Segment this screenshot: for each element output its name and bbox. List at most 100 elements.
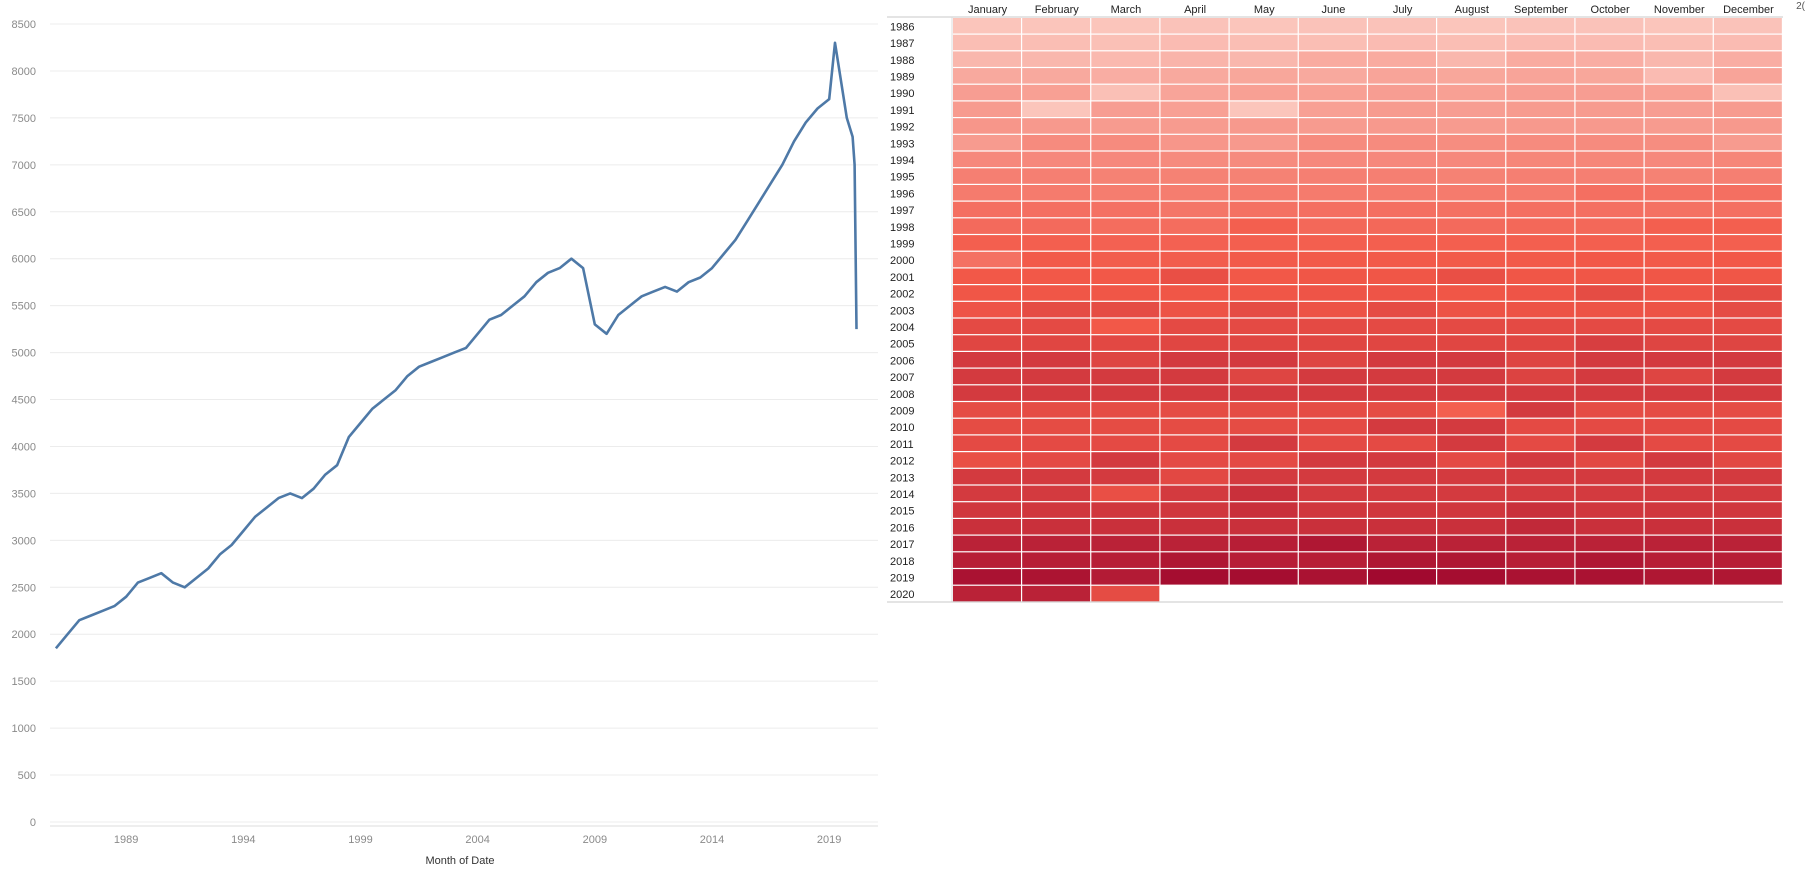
heatmap-cell (1160, 418, 1229, 435)
heatmap-cell (1022, 134, 1091, 151)
year-label: 1991 (890, 105, 914, 117)
heatmap-cell (1368, 485, 1436, 502)
heatmap-cell (1022, 418, 1091, 435)
heatmap-cell (953, 552, 1021, 568)
heatmap-cell (1368, 502, 1436, 518)
heatmap-cell (1160, 569, 1229, 585)
heatmap-cell (953, 569, 1021, 585)
heatmap-cell (1644, 251, 1713, 268)
heatmap-cell (1091, 201, 1160, 218)
year-label: 2010 (890, 422, 914, 434)
heatmap-cell (1713, 34, 1782, 51)
heatmap-cell (1160, 318, 1229, 335)
heatmap-cell (1298, 101, 1367, 117)
heatmap-cell (1160, 218, 1229, 234)
heatmap-cell (1091, 402, 1160, 418)
heatmap-cell (1506, 285, 1575, 301)
heatmap-cell (1298, 235, 1367, 251)
heatmap-cell (953, 352, 1021, 368)
heatmap-cell (1713, 535, 1782, 552)
heatmap-cell (1022, 468, 1091, 485)
heatmap-cell (1022, 168, 1091, 184)
heatmap-cell (1644, 134, 1713, 151)
heatmap-cell (1160, 118, 1229, 134)
heatmap-cell (1713, 51, 1782, 67)
heatmap-cell (1713, 118, 1782, 134)
heatmap-cell (1575, 84, 1644, 101)
heatmap-cell (1229, 268, 1298, 284)
heatmap-cell (1160, 535, 1229, 552)
heatmap-cell (1644, 18, 1713, 34)
heatmap-cell (1713, 218, 1782, 234)
heatmap-cell (1575, 185, 1644, 201)
heatmap-cell (1022, 201, 1091, 218)
heatmap-cell (1575, 535, 1644, 552)
heatmap-cell (1160, 235, 1229, 251)
heatmap-cell (1022, 502, 1091, 518)
heatmap-cell (953, 385, 1021, 401)
heatmap-cell (1506, 418, 1575, 435)
heatmap-cell (1091, 452, 1160, 468)
heatmap-cell (953, 101, 1021, 117)
heatmap-cell (1437, 51, 1506, 67)
y-tick-label: 5500 (12, 301, 36, 313)
heatmap-cell (1229, 18, 1298, 34)
heatmap-cell (1713, 519, 1782, 535)
heatmap-cell (1229, 318, 1298, 335)
heatmap-cell (953, 218, 1021, 234)
heatmap-cell (1022, 402, 1091, 418)
heatmap-cell (1229, 68, 1298, 84)
heatmap-cell (1437, 218, 1506, 234)
heatmap-cell (1644, 335, 1713, 351)
year-label: 2015 (890, 506, 914, 518)
heatmap-cell (1575, 201, 1644, 218)
heatmap-cell (1713, 418, 1782, 435)
corner-label: 2( (1796, 1, 1806, 12)
y-tick-label: 0 (30, 817, 36, 829)
heatmap-cell (1229, 168, 1298, 184)
heatmap-cell (1091, 385, 1160, 401)
heatmap-cell (1298, 18, 1367, 34)
heatmap-cell (1437, 335, 1506, 351)
heatmap-cell (953, 18, 1021, 34)
heatmap-cell (1229, 151, 1298, 168)
heatmap-cell (1298, 268, 1367, 284)
heatmap-cell (1368, 251, 1436, 268)
heatmap-cell (1713, 285, 1782, 301)
heatmap-cell (1713, 318, 1782, 335)
heatmap-cell (1091, 418, 1160, 435)
heatmap-cell (1298, 301, 1367, 318)
x-tick-label: 1999 (348, 834, 372, 846)
heatmap-cell (1022, 335, 1091, 351)
line-chart-x-axis: 1989 1994 1999 2004 2009 2014 2019 (114, 834, 842, 846)
heatmap-cell (1298, 435, 1367, 451)
heatmap-cell (1713, 485, 1782, 502)
heatmap-cell (1229, 101, 1298, 117)
year-label: 2016 (890, 522, 914, 534)
heatmap-cell (1437, 201, 1506, 218)
heatmap-cell (1644, 118, 1713, 134)
heatmap-cell (1091, 502, 1160, 518)
heatmap-cell (953, 452, 1021, 468)
heatmap-cell (1298, 84, 1367, 101)
heatmap-cell (1298, 519, 1367, 535)
heatmap-cell (1022, 485, 1091, 502)
heatmap-cell (1022, 535, 1091, 552)
heatmap-cell (1575, 385, 1644, 401)
heatmap-cell (1368, 569, 1436, 585)
heatmap-cell (1229, 418, 1298, 435)
year-label: 1989 (890, 71, 914, 83)
heatmap-cell (1644, 151, 1713, 168)
heatmap-cell (1022, 218, 1091, 234)
heatmap-cell (1229, 452, 1298, 468)
heatmap-cell (1229, 552, 1298, 568)
heatmap-year-labels: 1986 1987 1988 1989 1990 1991 1992 1993 1994 1995… (890, 21, 914, 601)
heatmap-cell (1022, 352, 1091, 368)
heatmap-cell (1506, 185, 1575, 201)
heatmap-cell (1575, 34, 1644, 51)
heatmap-cell (1298, 68, 1367, 84)
heatmap-month-labels: January February March April May June July Augu… (968, 4, 1774, 16)
heatmap-cell (1368, 519, 1436, 535)
heatmap-cell (1437, 18, 1506, 34)
heatmap-cell (1091, 335, 1160, 351)
